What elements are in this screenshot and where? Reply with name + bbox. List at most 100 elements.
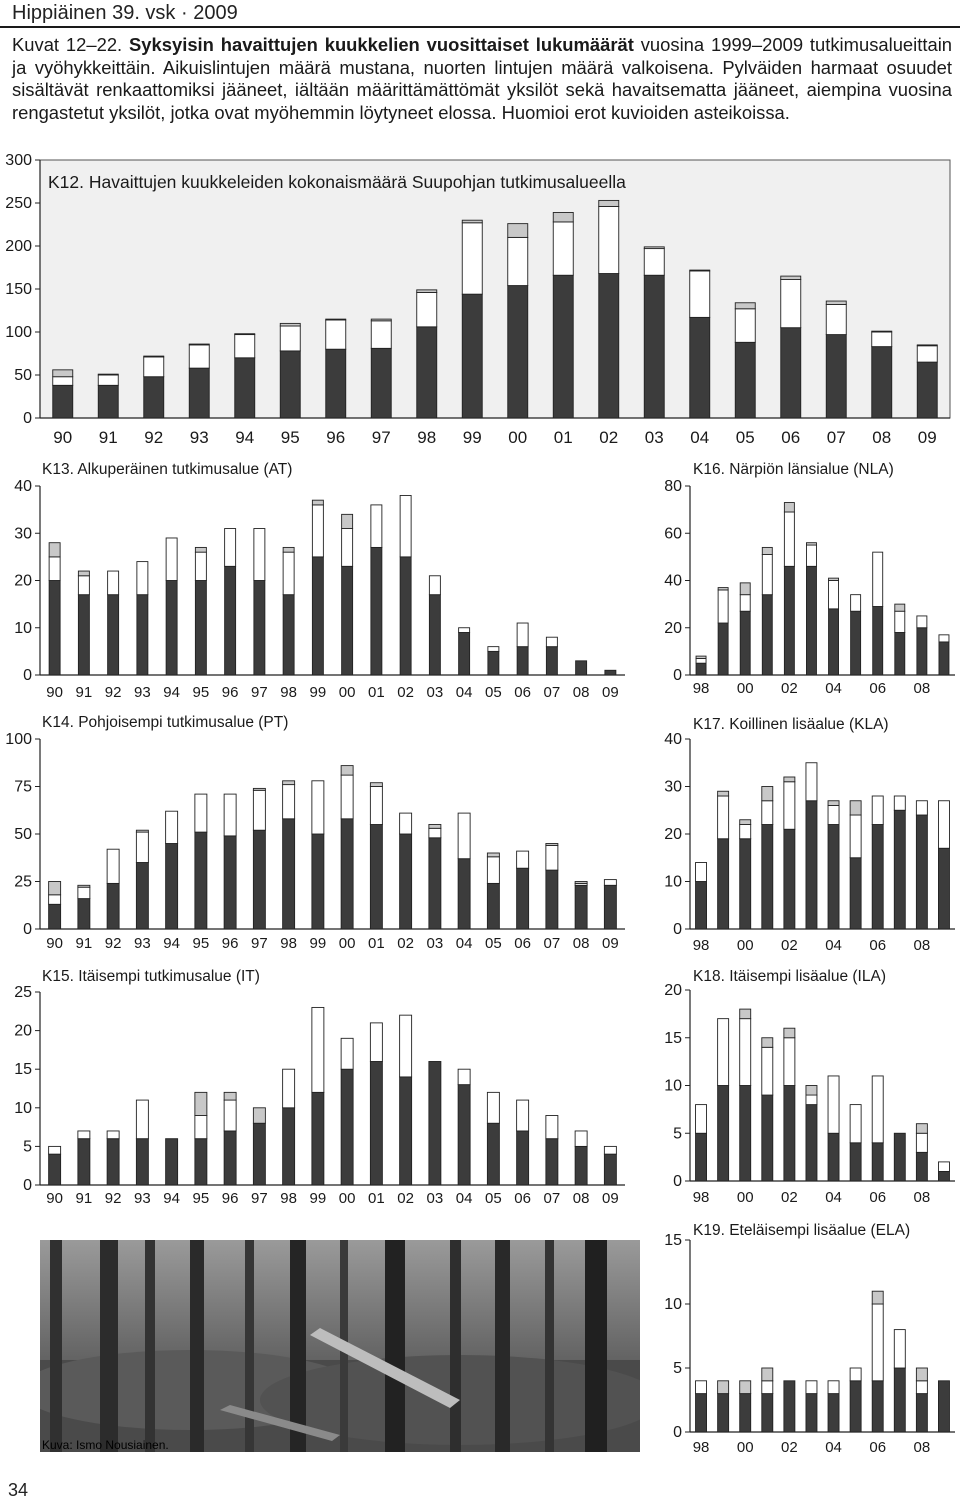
- x-tick-label: 97: [251, 935, 268, 952]
- bar-segment-adult: [872, 606, 884, 676]
- bar-segment-adult: [370, 546, 383, 676]
- bar-segment-adult: [516, 1130, 530, 1186]
- bar-segment-juvenile: [48, 1145, 62, 1155]
- bar-segment-juvenile: [165, 810, 179, 844]
- bar-segment-adult: [871, 824, 884, 930]
- bar-segment-adult: [695, 881, 707, 930]
- x-tick-label: 93: [134, 684, 151, 701]
- x-tick-label: 06: [514, 935, 531, 952]
- bar-segment-adult: [311, 556, 324, 676]
- y-tick-label: 10: [14, 1100, 32, 1117]
- bar-segment-adult: [341, 565, 354, 676]
- bar-segment-juvenile: [915, 1380, 928, 1395]
- bar-segment-unknown: [849, 800, 862, 816]
- x-tick-label: 00: [737, 1439, 754, 1456]
- bar-segment-juvenile: [135, 1099, 149, 1140]
- bar-segment-adult: [783, 1085, 796, 1182]
- x-tick-label: 92: [105, 684, 122, 701]
- x-tick-label: 06: [869, 680, 886, 697]
- x-tick-label: 00: [737, 680, 754, 697]
- bar-segment-juvenile: [850, 594, 862, 612]
- bar-segment-adult: [399, 556, 412, 676]
- x-tick-label: 03: [645, 428, 664, 447]
- x-tick-label: 00: [508, 428, 527, 447]
- bar-segment-adult: [416, 326, 438, 419]
- bar-segment-juvenile: [689, 270, 711, 318]
- bar-segment-adult: [461, 293, 483, 419]
- bar-segment-juvenile: [77, 575, 90, 596]
- bar-segment-juvenile: [188, 344, 210, 369]
- y-tick-label: 80: [664, 478, 682, 495]
- bar-segment-adult: [253, 580, 266, 676]
- header-rule: [0, 26, 960, 28]
- bar-segment-unknown: [507, 223, 529, 238]
- page-number: 34: [8, 1480, 29, 1500]
- x-tick-label: 06: [869, 1439, 886, 1456]
- x-tick-label: 09: [602, 1190, 619, 1207]
- x-tick-label: 90: [46, 1190, 63, 1207]
- bar-segment-juvenile: [603, 1145, 617, 1155]
- bar-segment-adult: [695, 662, 707, 676]
- x-tick-label: 95: [193, 684, 210, 701]
- bar-segment-adult: [849, 857, 862, 930]
- bar-segment-juvenile: [871, 1075, 884, 1144]
- bar-segment-adult: [827, 1132, 840, 1182]
- x-tick-label: 04: [825, 680, 842, 697]
- x-tick-label: 08: [872, 428, 891, 447]
- bar-segment-adult: [77, 594, 90, 676]
- x-tick-label: 92: [144, 428, 163, 447]
- bar-segment-juvenile: [643, 248, 665, 276]
- bar-segment-adult: [340, 818, 354, 930]
- bar-segment-juvenile: [938, 634, 950, 643]
- x-tick-label: 93: [134, 935, 151, 952]
- bar-segment-unknown: [761, 1037, 774, 1048]
- x-tick-label: 98: [280, 684, 297, 701]
- y-tick-label: 15: [664, 1030, 682, 1047]
- bar-segment-unknown: [252, 1107, 266, 1124]
- y-tick-label: 50: [14, 367, 32, 384]
- x-tick-label: 94: [163, 935, 180, 952]
- x-tick-label: 02: [781, 1439, 798, 1456]
- bar-segment-juvenile: [695, 658, 707, 664]
- bar-segment-juvenile: [282, 784, 296, 820]
- y-tick-label: 10: [14, 620, 32, 637]
- y-tick-label: 5: [673, 1360, 682, 1377]
- bar-segment-adult: [761, 824, 774, 930]
- bar-segment-juvenile: [325, 319, 347, 350]
- x-tick-label: 95: [281, 428, 300, 447]
- y-tick-label: 20: [14, 1023, 32, 1040]
- y-tick-label: 0: [673, 1424, 682, 1441]
- bar-segment-unknown: [598, 199, 620, 207]
- x-tick-label: 08: [914, 1189, 931, 1206]
- bar-segment-juvenile: [805, 762, 818, 802]
- x-tick-label: 93: [134, 1190, 151, 1207]
- bar-segment-unknown: [340, 765, 354, 776]
- bar-segment-adult: [938, 1170, 950, 1182]
- x-tick-label: 03: [427, 935, 444, 952]
- bar-segment-juvenile: [341, 528, 354, 567]
- bar-segment-unknown: [311, 499, 324, 506]
- y-tick-label: 75: [14, 779, 32, 796]
- y-tick-label: 200: [5, 238, 32, 255]
- bar-segment-unknown: [783, 502, 795, 513]
- bar-segment-unknown: [739, 1008, 752, 1020]
- y-tick-label: 15: [664, 1232, 682, 1249]
- bar-segment-juvenile: [916, 345, 938, 363]
- bar-segment-juvenile: [872, 551, 884, 607]
- bar-segment-adult: [545, 646, 558, 676]
- bar-segment-adult: [252, 829, 266, 930]
- bar-segment-adult: [893, 1132, 906, 1182]
- bar-segment-adult: [849, 1380, 862, 1433]
- bar-segment-juvenile: [871, 331, 893, 348]
- bar-segment-adult: [916, 361, 938, 419]
- y-tick-label: 20: [664, 982, 682, 999]
- bar-segment-adult: [224, 565, 237, 676]
- y-tick-label: 0: [673, 1173, 682, 1190]
- x-tick-label: 96: [222, 684, 239, 701]
- x-tick-label: 09: [602, 684, 619, 701]
- bar-segment-unknown: [739, 1380, 752, 1395]
- bar-segment-juvenile: [545, 844, 559, 871]
- bar-segment-juvenile: [194, 551, 207, 581]
- bar-segment-juvenile: [107, 570, 120, 596]
- bar-segment-adult: [938, 847, 950, 930]
